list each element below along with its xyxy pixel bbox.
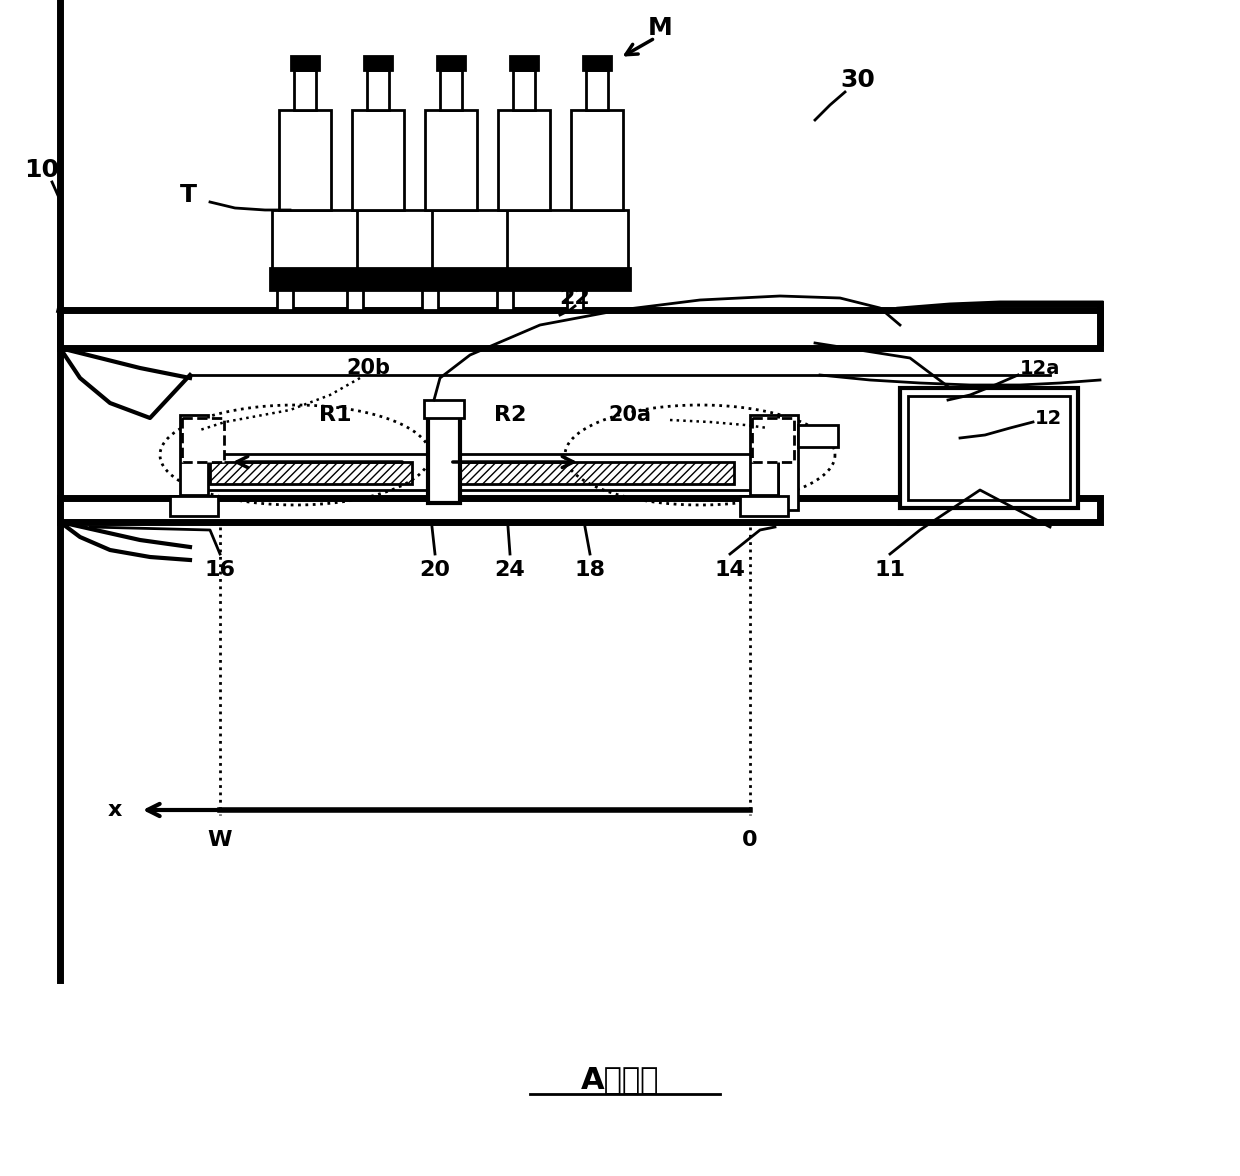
Bar [567,290,583,310]
Bar [352,111,404,211]
Text: 12: 12 [1035,408,1063,428]
Bar [424,400,464,417]
Text: 24: 24 [495,560,526,580]
Bar [347,290,363,310]
Bar [587,71,608,111]
Bar [294,71,316,111]
Text: R1: R1 [319,405,351,425]
Bar [740,496,787,516]
Text: 12a: 12a [1021,359,1060,377]
Text: W: W [208,830,232,850]
Bar [277,290,293,310]
Bar [425,111,477,211]
Text: 18: 18 [574,560,605,580]
Bar [60,497,1100,522]
Bar [182,417,224,462]
Text: M: M [647,16,672,40]
Bar [270,268,630,290]
Bar [750,415,777,495]
Text: 30: 30 [841,68,875,92]
Bar [513,71,534,111]
Bar [751,417,794,462]
Text: 16: 16 [205,560,236,580]
Bar [367,71,389,111]
Bar [799,425,838,447]
Bar [60,310,1100,348]
Text: 0: 0 [743,830,758,850]
Bar [583,56,611,71]
Text: 22: 22 [559,288,590,308]
Text: x: x [108,800,123,820]
Bar [279,111,331,211]
Bar [777,415,799,510]
Bar [440,71,463,111]
Bar [453,462,734,485]
Bar [365,56,392,71]
Text: 11: 11 [874,560,905,580]
Text: 10: 10 [25,158,60,182]
Bar [570,111,622,211]
Bar [900,388,1078,508]
Text: R2: R2 [494,405,526,425]
Text: 20: 20 [419,560,450,580]
Bar [498,111,551,211]
Bar [272,211,627,268]
Text: T: T [180,183,196,207]
Bar [497,290,513,310]
Bar [210,462,412,485]
Bar [908,396,1070,500]
Bar [180,415,208,495]
Bar [510,56,538,71]
Bar [436,56,465,71]
Text: 20b: 20b [346,358,391,377]
Bar [291,56,319,71]
Bar [170,496,218,516]
Bar [428,408,460,503]
Text: 14: 14 [714,560,745,580]
Text: A向视图: A向视图 [580,1065,660,1095]
Text: 20a: 20a [609,405,651,425]
Bar [422,290,438,310]
